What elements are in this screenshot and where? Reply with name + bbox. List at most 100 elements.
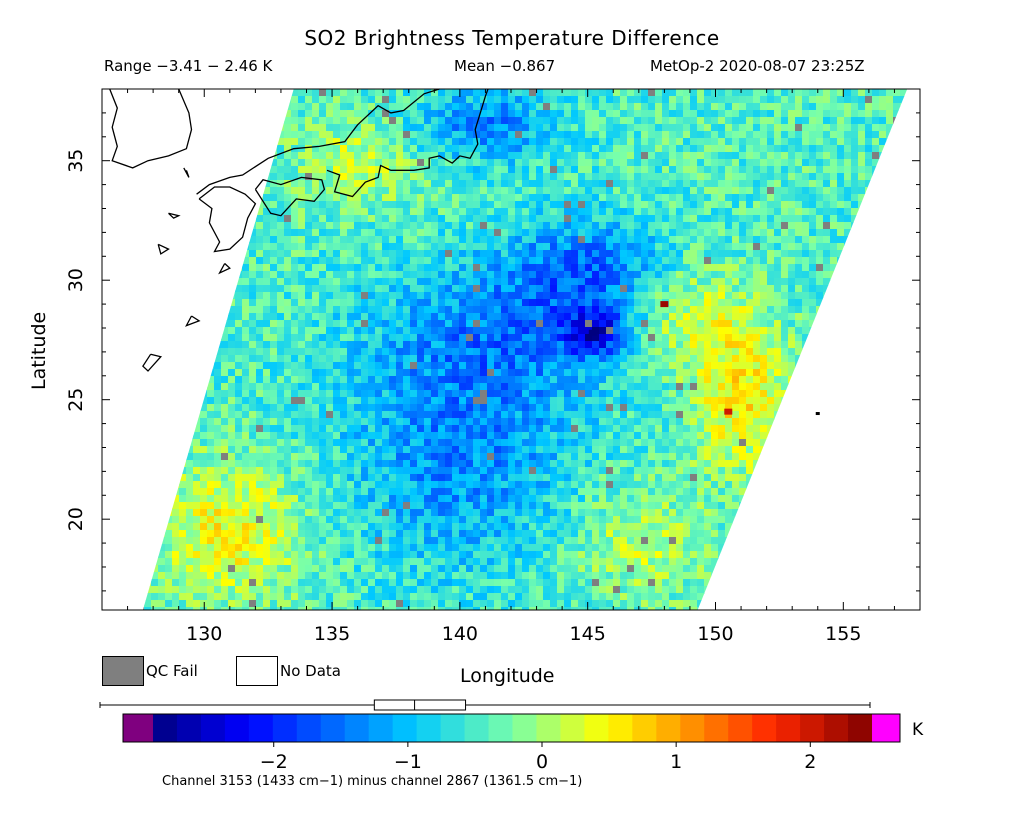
swath-cell bbox=[319, 334, 327, 342]
swath-cell bbox=[522, 257, 530, 265]
swath-cell bbox=[585, 89, 593, 97]
swath-cell bbox=[781, 110, 789, 118]
swath-cell bbox=[669, 278, 677, 286]
swath-cell bbox=[144, 299, 152, 307]
swath-cell bbox=[494, 187, 502, 195]
swath-cell bbox=[445, 110, 453, 118]
swath-cell bbox=[270, 341, 278, 349]
swath-cell bbox=[214, 299, 222, 307]
swath-cell bbox=[907, 320, 908, 328]
swath-cell bbox=[522, 313, 530, 321]
swath-cell bbox=[256, 236, 264, 244]
swath-cell bbox=[690, 89, 698, 97]
swath-cell bbox=[837, 320, 845, 328]
swath-cell bbox=[872, 306, 880, 314]
swath-cell bbox=[403, 152, 411, 160]
swath-cell bbox=[298, 208, 306, 216]
swath-cell bbox=[130, 173, 138, 181]
swath-cell bbox=[305, 138, 313, 146]
swath-cell bbox=[543, 152, 551, 160]
swath-cell bbox=[753, 278, 761, 286]
swath-cell bbox=[291, 271, 299, 279]
swath-cell bbox=[683, 299, 691, 307]
swath-cell bbox=[767, 180, 775, 188]
swath-cell bbox=[142, 320, 145, 328]
swath-cell bbox=[403, 285, 411, 293]
swath-cell bbox=[830, 348, 838, 356]
swath-cell bbox=[795, 173, 803, 181]
swath-cell bbox=[739, 306, 747, 314]
swath-cell bbox=[606, 110, 614, 118]
swath-cell bbox=[382, 208, 390, 216]
swath-cell bbox=[214, 194, 222, 202]
swath-cell bbox=[494, 243, 502, 251]
swath-cell bbox=[333, 285, 341, 293]
swath-cell bbox=[620, 341, 628, 349]
swath-cell bbox=[886, 355, 894, 363]
swath-cell bbox=[669, 264, 677, 272]
swath-cell bbox=[900, 299, 908, 307]
swath-cell bbox=[851, 117, 859, 125]
swath-cell bbox=[774, 243, 782, 251]
swath-cell bbox=[319, 292, 327, 300]
swath-cell bbox=[347, 145, 355, 153]
swath-cell bbox=[732, 138, 740, 146]
swath-cell bbox=[718, 229, 726, 237]
swath-cell bbox=[725, 250, 733, 258]
swath-cell bbox=[319, 313, 327, 321]
swath-cell bbox=[501, 89, 509, 97]
swath-cell bbox=[326, 173, 334, 181]
swath-cell bbox=[144, 110, 152, 118]
swath-cell bbox=[116, 355, 124, 363]
swath-cell bbox=[144, 306, 152, 314]
swath-cell bbox=[697, 292, 705, 300]
swath-cell bbox=[515, 215, 523, 223]
swath-cell bbox=[816, 257, 824, 265]
swath-cell bbox=[774, 229, 782, 237]
swath-cell bbox=[613, 117, 621, 125]
swath-cell bbox=[214, 117, 222, 125]
swath-cell bbox=[480, 264, 488, 272]
swath-cell bbox=[739, 369, 747, 377]
swath-cell bbox=[809, 313, 817, 321]
swath-cell bbox=[606, 243, 614, 251]
swath-cell bbox=[326, 138, 334, 146]
swath-cell bbox=[592, 236, 600, 244]
swath-cell bbox=[802, 243, 810, 251]
swath-cell bbox=[816, 313, 824, 321]
swath-cell bbox=[312, 138, 320, 146]
swath-cell bbox=[249, 257, 257, 265]
swath-cell bbox=[858, 222, 866, 230]
swath-cell bbox=[277, 187, 285, 195]
swath-cell bbox=[298, 264, 306, 272]
swath-cell bbox=[312, 257, 320, 265]
swath-cell bbox=[508, 194, 516, 202]
swath-cell bbox=[417, 152, 425, 160]
swath-cell bbox=[634, 208, 642, 216]
swath-cell bbox=[501, 278, 509, 286]
swath-cell bbox=[585, 152, 593, 160]
swath-cell bbox=[620, 383, 628, 391]
swath-cell bbox=[760, 208, 768, 216]
swath-cell bbox=[508, 369, 516, 377]
swath-cell bbox=[165, 327, 173, 335]
swath-cell bbox=[452, 285, 460, 293]
swath-cell bbox=[683, 341, 691, 349]
swath-cell bbox=[123, 348, 131, 356]
swath-cell bbox=[403, 383, 411, 391]
swath-cell bbox=[746, 131, 754, 139]
swath-cell bbox=[438, 327, 446, 335]
swath-cell bbox=[543, 341, 551, 349]
swath-cell bbox=[508, 166, 516, 174]
swath-cell bbox=[529, 355, 537, 363]
swath-cell bbox=[907, 299, 908, 307]
swath-cell bbox=[872, 187, 880, 195]
swath-cell bbox=[669, 173, 677, 181]
swath-cell bbox=[900, 236, 908, 244]
swath-cell bbox=[102, 264, 110, 272]
swath-cell bbox=[697, 348, 705, 356]
swath-cell bbox=[249, 250, 257, 258]
swath-cell bbox=[142, 285, 145, 293]
swath-cell bbox=[403, 306, 411, 314]
swath-cell bbox=[830, 285, 838, 293]
